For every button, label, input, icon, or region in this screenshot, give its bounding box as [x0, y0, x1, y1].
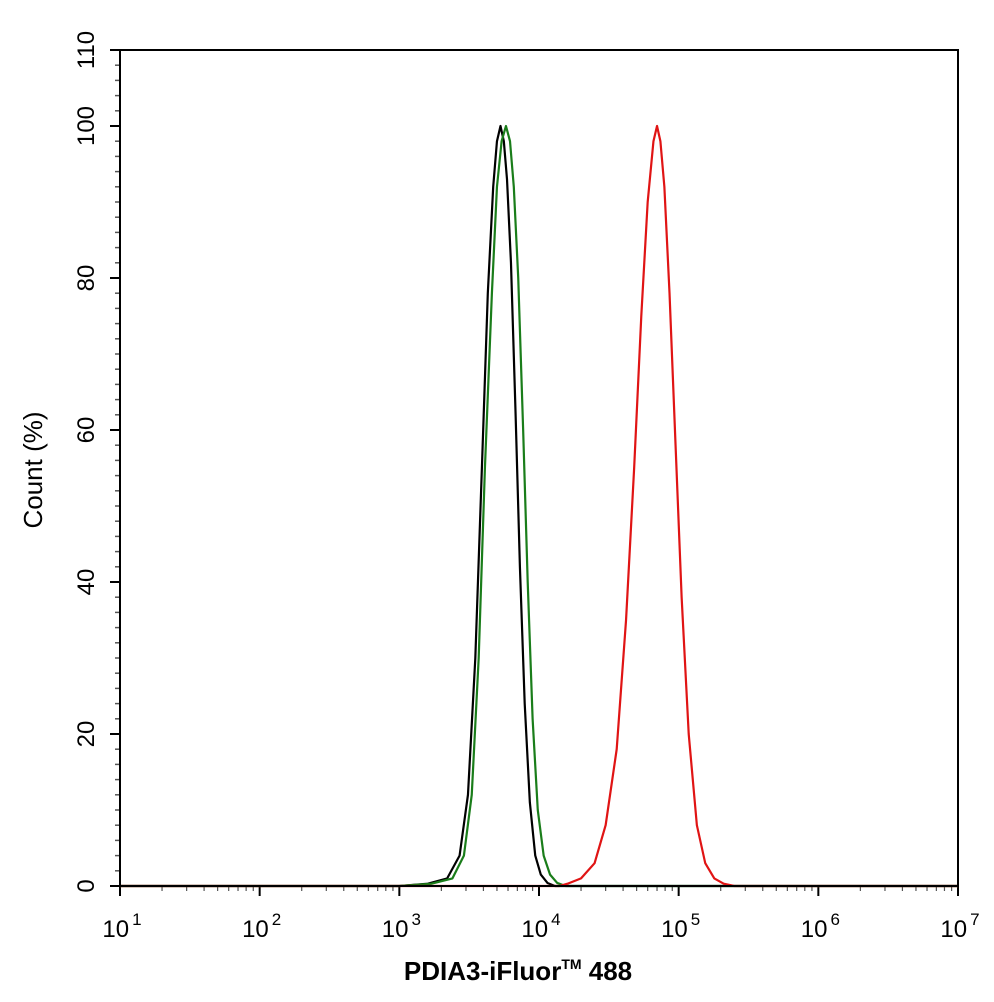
x-tick-exponent: 7	[970, 910, 979, 929]
x-tick-base: 10	[801, 916, 828, 943]
y-tick-label: 20	[73, 721, 100, 748]
x-tick-exponent: 2	[272, 910, 281, 929]
y-tick-labels: 0 20 40 60 80 100 110	[73, 31, 100, 893]
x-tick-exponent: 3	[411, 910, 420, 929]
histogram-series-line	[120, 124, 958, 888]
x-tick-exponent: 5	[691, 910, 700, 929]
y-tick-label: 0	[73, 879, 100, 892]
x-tick-base: 10	[242, 916, 269, 943]
y-tick-label: 80	[73, 265, 100, 292]
x-tick-label: 10 3	[382, 910, 421, 943]
y-major-ticks	[110, 49, 120, 887]
x-major-ticks	[119, 886, 959, 896]
series-layer	[120, 124, 958, 888]
y-tick-label: 110	[73, 31, 100, 69]
x-tick-base: 10	[102, 916, 129, 943]
x-axis-title-mark: TM	[561, 956, 581, 972]
x-tick-base: 10	[940, 916, 967, 943]
x-tick-label: 10 1	[102, 910, 141, 943]
y-axis-title: Count (%)	[18, 411, 48, 528]
x-axis-title-main: PDIA3-iFluor	[404, 956, 561, 986]
y-tick-label: 60	[73, 417, 100, 444]
x-tick-label: 10 6	[801, 910, 840, 943]
x-tick-label: 10 5	[661, 910, 700, 943]
x-tick-exponent: 6	[830, 910, 839, 929]
histogram-series-line	[120, 124, 958, 888]
x-tick-base: 10	[661, 916, 688, 943]
x-tick-base: 10	[382, 916, 409, 943]
x-tick-base: 10	[521, 916, 548, 943]
plot-frame	[119, 49, 959, 887]
x-tick-exponent: 1	[132, 910, 141, 929]
histogram-series-line	[120, 124, 958, 888]
y-tick-label: 100	[73, 106, 100, 146]
x-axis-title-suffix: 488	[582, 956, 633, 986]
x-axis-title: PDIA3-iFluorTM 488	[404, 956, 632, 986]
x-tick-label: 10 7	[940, 910, 979, 943]
x-tick-labels: 10 1 10 2 10 3 10 4 10 5 10 6 10 7	[102, 910, 979, 943]
x-tick-label: 10 2	[242, 910, 281, 943]
x-tick-exponent: 4	[551, 910, 560, 929]
y-tick-label: 40	[73, 569, 100, 596]
x-tick-label: 10 4	[521, 910, 560, 943]
